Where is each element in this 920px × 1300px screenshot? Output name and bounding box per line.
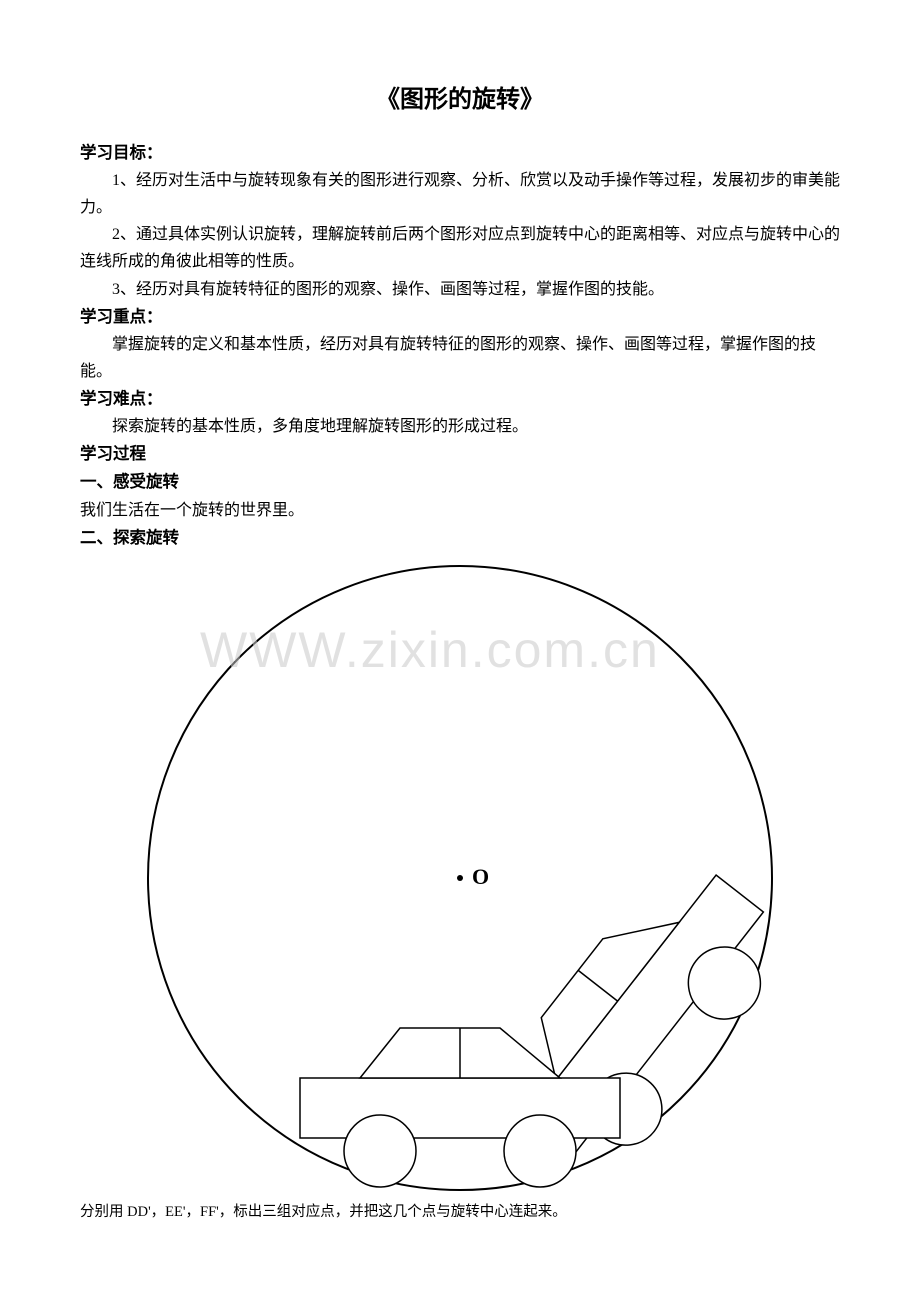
rotation-diagram: WWW.zixin.com.cn O bbox=[140, 558, 780, 1198]
last-line: 分别用 DD'，EE'，FF'，标出三组对应点，并把这几个点与旋转中心连起来。 bbox=[80, 1200, 840, 1225]
section-2-heading: 二、探索旋转 bbox=[80, 524, 840, 552]
section-1-text: 我们生活在一个旋转的世界里。 bbox=[80, 497, 840, 524]
difficulty-text: 探索旋转的基本性质，多角度地理解旋转图形的形成过程。 bbox=[80, 413, 840, 440]
svg-text:O: O bbox=[472, 864, 489, 889]
goal-heading: 学习目标： bbox=[80, 139, 840, 167]
keypoint-text: 掌握旋转的定义和基本性质，经历对具有旋转特征的图形的观察、操作、画图等过程，掌握… bbox=[80, 331, 840, 385]
keypoint-heading: 学习重点： bbox=[80, 303, 840, 331]
goal-3: 3、经历对具有旋转特征的图形的观察、操作、画图等过程，掌握作图的技能。 bbox=[80, 276, 840, 303]
diagram-svg: O bbox=[140, 558, 780, 1198]
process-heading: 学习过程 bbox=[80, 440, 840, 468]
goal-2: 2、通过具体实例认识旋转，理解旋转前后两个图形对应点到旋转中心的距离相等、对应点… bbox=[80, 221, 840, 275]
difficulty-heading: 学习难点： bbox=[80, 385, 840, 413]
goal-1: 1、经历对生活中与旋转现象有关的图形进行观察、分析、欣赏以及动手操作等过程，发展… bbox=[80, 167, 840, 221]
page-title: 《图形的旋转》 bbox=[80, 80, 840, 121]
section-1-heading: 一、感受旋转 bbox=[80, 468, 840, 496]
